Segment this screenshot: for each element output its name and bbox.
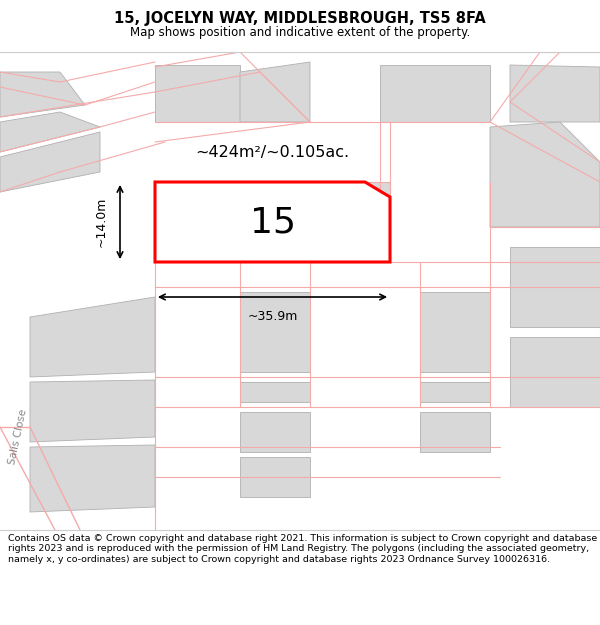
Polygon shape	[240, 382, 310, 402]
Text: ~424m²/~0.105ac.: ~424m²/~0.105ac.	[196, 144, 350, 159]
Polygon shape	[510, 65, 600, 122]
Polygon shape	[490, 122, 600, 227]
Polygon shape	[510, 247, 600, 327]
Text: Contains OS data © Crown copyright and database right 2021. This information is : Contains OS data © Crown copyright and d…	[8, 534, 597, 564]
Text: Salis Close: Salis Close	[7, 408, 29, 466]
Polygon shape	[0, 72, 85, 117]
Polygon shape	[240, 292, 310, 372]
Polygon shape	[240, 457, 310, 497]
Polygon shape	[510, 337, 600, 407]
Polygon shape	[155, 182, 390, 262]
Text: 15: 15	[250, 205, 296, 239]
Polygon shape	[155, 65, 240, 122]
Polygon shape	[0, 132, 100, 192]
Text: Map shows position and indicative extent of the property.: Map shows position and indicative extent…	[130, 26, 470, 39]
Polygon shape	[380, 65, 490, 122]
Polygon shape	[310, 182, 390, 262]
Polygon shape	[420, 292, 490, 372]
Polygon shape	[420, 412, 490, 452]
Polygon shape	[30, 297, 155, 377]
Polygon shape	[30, 380, 155, 442]
Text: ~14.0m: ~14.0m	[95, 197, 108, 248]
Polygon shape	[240, 62, 310, 122]
Text: 15, JOCELYN WAY, MIDDLESBROUGH, TS5 8FA: 15, JOCELYN WAY, MIDDLESBROUGH, TS5 8FA	[114, 11, 486, 26]
Polygon shape	[240, 412, 310, 452]
Text: ~35.9m: ~35.9m	[247, 311, 298, 324]
Polygon shape	[30, 445, 155, 512]
Polygon shape	[420, 382, 490, 402]
Polygon shape	[0, 112, 100, 152]
